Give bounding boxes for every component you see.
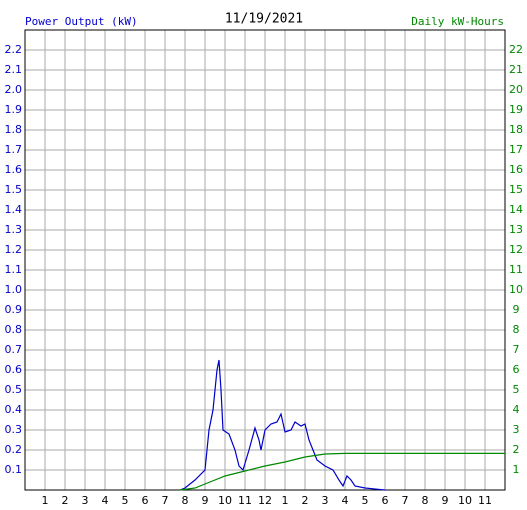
y2-tick-label: 13 (509, 223, 523, 236)
x-tick-label: 11 (478, 494, 492, 507)
x-tick-label: 9 (442, 494, 449, 507)
y-tick-label: 0.5 (5, 383, 23, 396)
y-tick-label: 1.9 (5, 103, 23, 116)
y2-tick-label: 19 (509, 103, 523, 116)
y-tick-label: 1.7 (5, 143, 23, 156)
x-tick-label: 8 (422, 494, 429, 507)
y-tick-label: 0.7 (5, 343, 23, 356)
y2-tick-label: 2 (513, 443, 520, 456)
y2-tick-label: 11 (509, 263, 523, 276)
y2-tick-label: 5 (513, 383, 520, 396)
y-tick-label: 0.3 (5, 423, 23, 436)
y-tick-label: 1.4 (5, 203, 23, 216)
x-tick-label: 7 (162, 494, 169, 507)
y2-tick-label: 22 (509, 43, 523, 56)
x-tick-label: 4 (342, 494, 349, 507)
line (179, 452, 505, 491)
plot-border (24, 29, 506, 491)
x-tick-label: 9 (202, 494, 209, 507)
line (179, 359, 386, 491)
y-tick-label: 1.2 (5, 243, 23, 256)
y-tick-label: 1.8 (5, 123, 23, 136)
y-tick-label: 0.6 (5, 363, 23, 376)
y2-tick-label: 10 (509, 283, 523, 296)
y2-tick-label: 12 (509, 243, 523, 256)
y-tick-label: 1.6 (5, 163, 23, 176)
y-tick-label: 0.9 (5, 303, 23, 316)
x-tick-label: 5 (362, 494, 369, 507)
y2-tick-label: 4 (513, 403, 520, 416)
x-tick-label: 8 (182, 494, 189, 507)
y2-tick-label: 20 (509, 83, 523, 96)
y-axis-label: Power Output (kW) (25, 15, 138, 28)
y-tick-label: 0.2 (5, 443, 23, 456)
x-tick-label: 6 (382, 494, 389, 507)
y-tick-label: 0.1 (5, 463, 23, 476)
y-tick-label: 1.3 (5, 223, 23, 236)
y2-tick-label: 16 (509, 163, 523, 176)
y2-tick-label: 9 (513, 303, 520, 316)
y-tick-label: 2.0 (5, 83, 23, 96)
y2-tick-label: 3 (513, 423, 520, 436)
y-tick-label: 1.1 (5, 263, 23, 276)
y-tick-label: 0.8 (5, 323, 23, 336)
chart-title: 11/19/2021 (225, 12, 303, 27)
x-tick-label: 6 (142, 494, 149, 507)
x-tick-label: 3 (82, 494, 89, 507)
x-tick-label: 1 (282, 494, 289, 507)
y-tick-label: 0.4 (5, 403, 23, 416)
y-tick-label: 2.2 (5, 43, 23, 56)
y2-tick-label: 7 (513, 343, 520, 356)
x-tick-label: 4 (102, 494, 109, 507)
x-tick-label: 2 (302, 494, 309, 507)
x-tick-label: 3 (322, 494, 329, 507)
y2-tick-label: 1 (513, 463, 520, 476)
x-tick-label: 10 (218, 494, 232, 507)
y2-tick-label: 14 (509, 203, 523, 216)
y2-tick-label: 15 (509, 183, 523, 196)
y-tick-label: 1.5 (5, 183, 23, 196)
y2-tick-label: 8 (513, 323, 520, 336)
x-tick-label: 10 (458, 494, 472, 507)
x-tick-label: 7 (402, 494, 409, 507)
x-tick-label: 2 (62, 494, 69, 507)
y2-tick-label: 6 (513, 363, 520, 376)
y2-tick-label: 21 (509, 63, 523, 76)
y2-tick-label: 18 (509, 123, 523, 136)
y2-axis-label: Daily kW-Hours (411, 15, 504, 28)
x-tick-label: 11 (238, 494, 252, 507)
y-tick-label: 1.0 (5, 283, 23, 296)
x-tick-label: 1 (42, 494, 49, 507)
x-tick-label: 5 (122, 494, 129, 507)
y-tick-label: 2.1 (5, 63, 23, 76)
x-tick-label: 12 (258, 494, 272, 507)
y2-tick-label: 17 (509, 143, 523, 156)
